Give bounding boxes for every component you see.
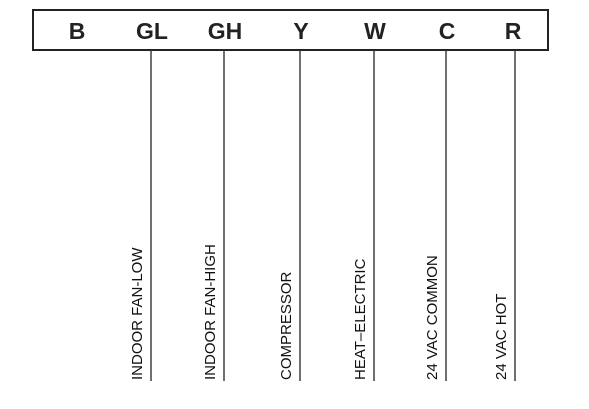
terminal-label-r: R: [505, 18, 522, 44]
wire-label-heat-electric: HEAT–ELECTRIC: [352, 258, 369, 380]
terminal-label-gl: GL: [136, 18, 168, 44]
wire-label-24vac-hot: 24 VAC HOT: [493, 294, 510, 380]
terminal-label-gh: GH: [208, 18, 243, 44]
wire-label-indoor-fan-high: INDOOR FAN-HIGH: [202, 244, 219, 380]
wire-label-compressor: COMPRESSOR: [278, 271, 295, 380]
terminal-label-b: B: [69, 18, 86, 44]
terminal-strip: [32, 9, 549, 51]
wire-label-indoor-fan-low: INDOOR FAN-LOW: [129, 247, 146, 380]
terminal-label-y: Y: [293, 18, 308, 44]
terminal-label-w: W: [364, 18, 386, 44]
terminal-label-c: C: [439, 18, 456, 44]
wire-label-24vac-common: 24 VAC COMMON: [424, 255, 441, 380]
